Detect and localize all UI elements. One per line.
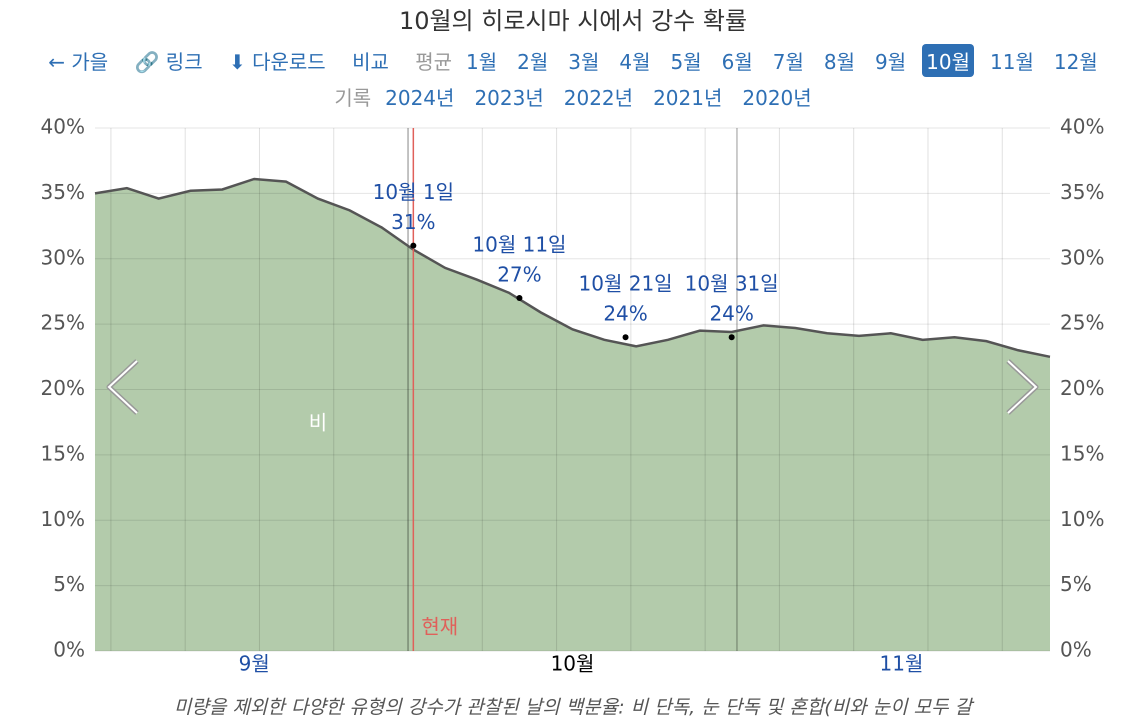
link-button[interactable]: 🔗 링크 (134, 50, 203, 74)
y-tick-label: 0% (53, 638, 85, 662)
back-link[interactable]: ← 가을 (48, 50, 109, 74)
average-label: 평균 (415, 50, 453, 74)
back-text: 가을 (71, 50, 109, 74)
year-list: 2024년 2023년 2022년 2021년 2020년 (375, 80, 822, 113)
year-link[interactable]: 2024년 (385, 86, 455, 110)
series-label: 비 (309, 411, 327, 435)
y-tick-label: 20% (41, 376, 85, 400)
annotation-dot (410, 242, 417, 249)
caption: 미량을 제외한 다양한 유형의 강수가 관찰된 날의 백분율: 비 단독, 눈 … (174, 697, 975, 719)
y-tick-label: 15% (41, 441, 85, 465)
month-link[interactable]: 2월 (517, 50, 549, 74)
y2-tick-label: 30% (1060, 245, 1104, 269)
history-label: 기록 (334, 86, 372, 110)
annotation-dot (728, 334, 735, 341)
chart-title: 10월의 히로시마 시에서 강수 확률 (399, 7, 747, 35)
month-link[interactable]: 12월 (1053, 50, 1098, 74)
annotation-dot (516, 294, 523, 301)
month-link[interactable]: 7월 (772, 50, 804, 74)
y-tick-label: 35% (41, 180, 85, 204)
month-list: 1월 2월 3월 4월 5월 6월 7월 8월 9월 10월 11월 12월 (456, 44, 1108, 77)
y2-tick-label: 0% (1060, 638, 1092, 662)
prev-arrow[interactable] (103, 357, 143, 417)
annotation-date: 10월 31일 (685, 272, 779, 296)
annotation-dot (622, 334, 629, 341)
now-label: 현재 (421, 615, 458, 639)
annotation-date: 10월 21일 (579, 272, 673, 296)
y2-tick-label: 5% (1060, 572, 1092, 596)
next-arrow[interactable] (1002, 357, 1042, 417)
history-row: 기록 2024년 2023년 2022년 2021년 2020년 (0, 80, 1146, 113)
month-link[interactable]: 6월 (721, 50, 753, 74)
y2-tick-label: 20% (1060, 376, 1104, 400)
month-link[interactable]: 11월 (990, 50, 1034, 74)
download-text: 다운로드 (252, 50, 326, 74)
y-tick-label: 30% (41, 245, 85, 269)
x-tick-label: 9월 (239, 652, 270, 676)
month-link[interactable]: 10월 (922, 44, 975, 77)
line (94, 177, 1051, 359)
month-link[interactable]: 3월 (568, 50, 600, 74)
annotation-value: 24% (603, 302, 647, 326)
y2-tick-label: 35% (1060, 180, 1104, 204)
year-link[interactable]: 2020년 (742, 86, 812, 110)
link-text: 링크 (165, 50, 203, 74)
y-tick-label: 40% (41, 115, 85, 139)
annotation-value: 24% (709, 302, 753, 326)
annotation-value: 31% (391, 210, 435, 234)
compare-link[interactable]: 비교 (352, 50, 389, 74)
month-link[interactable]: 8월 (823, 50, 856, 74)
month-link[interactable]: 9월 (875, 50, 907, 74)
y2-tick-label: 25% (1060, 311, 1104, 335)
nav-row: ← 가을 🔗 링크 ⬇ 다운로드 비교 평균 1월 2월 3월 4월 5월 6월 7월 8월 9월… (0, 44, 1146, 77)
y2-tick-label: 15% (1060, 441, 1104, 465)
year-link[interactable]: 2021년 (653, 86, 723, 110)
month-link[interactable]: 4월 (619, 50, 651, 74)
month-link[interactable]: 5월 (670, 50, 702, 74)
annotation-date: 10월 11일 (472, 232, 566, 256)
y-tick-label: 10% (41, 507, 85, 531)
download-button[interactable]: ⬇ 다운로드 (228, 50, 326, 74)
y2-tick-label: 10% (1060, 507, 1104, 531)
y-tick-label: 5% (53, 572, 85, 596)
annotation-date: 10월 1일 (373, 180, 454, 204)
year-link[interactable]: 2023년 (474, 86, 544, 110)
y-tick-label: 25% (41, 311, 85, 335)
y2-tick-label: 40% (1060, 115, 1104, 139)
month-link[interactable]: 1월 (466, 50, 498, 74)
x-tick-label: 10월 (551, 652, 595, 676)
x-tick-label: 11월 (880, 652, 924, 676)
year-link[interactable]: 2022년 (563, 86, 634, 110)
area (95, 178, 1050, 651)
annotation-value: 27% (497, 262, 541, 286)
